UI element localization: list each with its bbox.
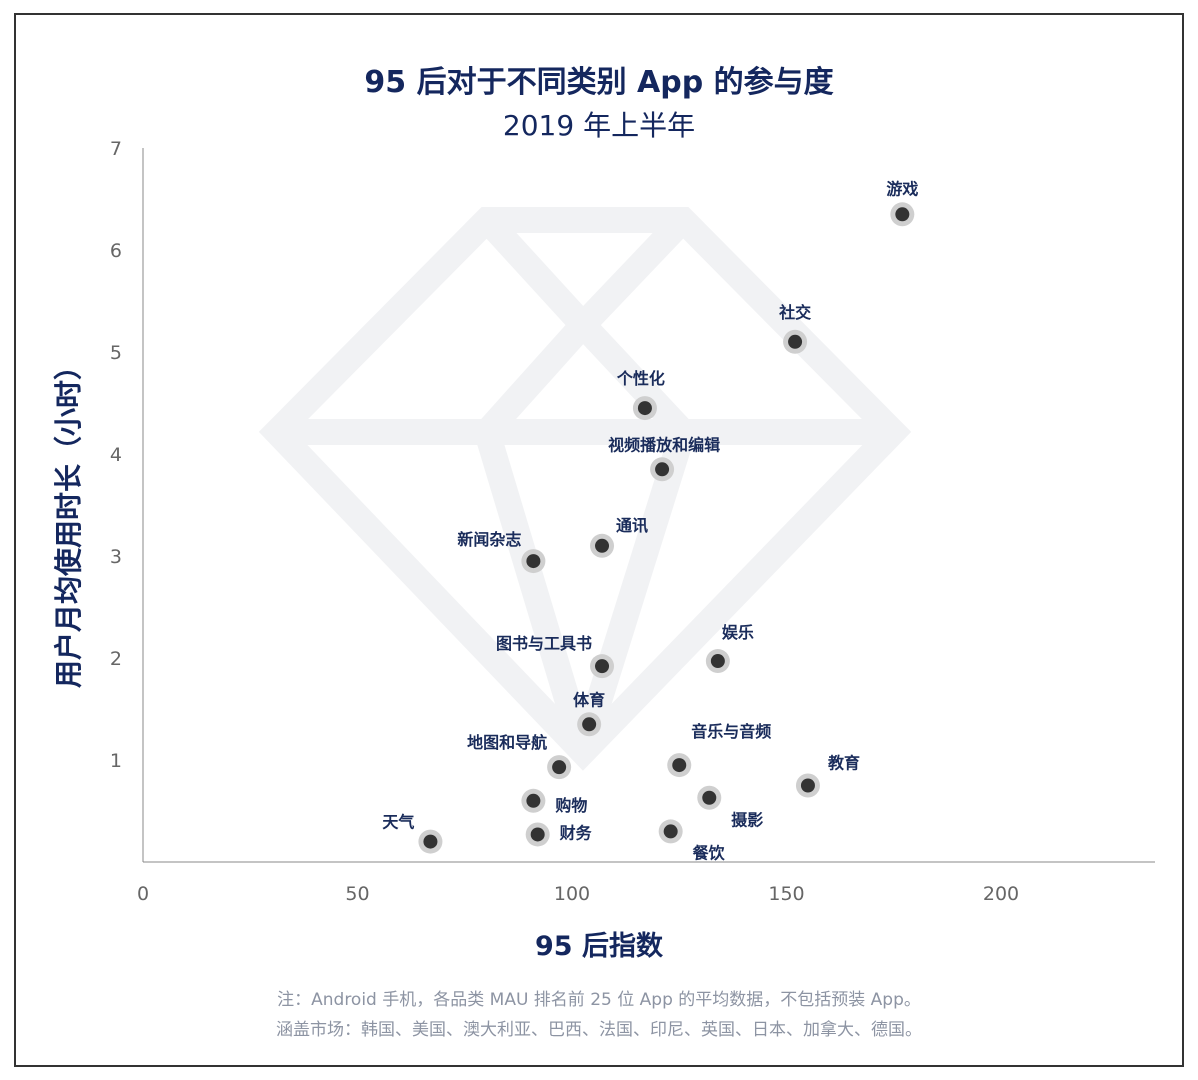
x-tick-label: 100 bbox=[554, 883, 590, 905]
y-tick-label: 6 bbox=[110, 240, 122, 262]
data-point bbox=[582, 717, 597, 732]
data-point bbox=[530, 827, 545, 842]
chart-title: 95 后对于不同类别 App 的参与度 bbox=[364, 65, 834, 100]
point-label: 音乐与音频 bbox=[691, 722, 771, 741]
data-point bbox=[552, 760, 567, 775]
point-label: 个性化 bbox=[616, 369, 665, 388]
y-axis-label: 用户月均使用时长（小时） bbox=[52, 352, 85, 688]
data-point bbox=[526, 554, 541, 569]
footnote-source: 注：Android 手机，各品类 MAU 排名前 25 位 App 的平均数据，… bbox=[277, 990, 921, 1010]
data-point bbox=[655, 462, 670, 477]
y-tick-label: 4 bbox=[110, 444, 122, 466]
y-tick-label: 5 bbox=[110, 342, 122, 364]
point-label: 天气 bbox=[382, 813, 414, 832]
chart-axes bbox=[142, 148, 1155, 863]
point-label: 新闻杂志 bbox=[457, 530, 521, 549]
data-labels: 游戏社交个性化视频播放和编辑通讯新闻杂志娱乐图书与工具书体育音乐与音频地图和导航… bbox=[382, 179, 918, 862]
diamond-watermark-icon bbox=[258, 207, 912, 771]
point-label: 图书与工具书 bbox=[496, 634, 592, 653]
data-points bbox=[418, 202, 915, 854]
data-point bbox=[637, 401, 652, 416]
y-tick-label: 1 bbox=[110, 750, 122, 772]
x-tick-label: 50 bbox=[345, 883, 369, 905]
data-point bbox=[526, 793, 541, 808]
x-tick-label: 0 bbox=[137, 883, 149, 905]
y-tick-label: 3 bbox=[110, 546, 122, 568]
data-point bbox=[672, 758, 687, 773]
data-point bbox=[895, 207, 910, 222]
point-label: 视频播放和编辑 bbox=[608, 435, 720, 454]
chart-subtitle: 2019 年上半年 bbox=[502, 109, 696, 142]
data-point bbox=[710, 654, 725, 669]
point-label: 餐饮 bbox=[692, 843, 726, 862]
point-label: 娱乐 bbox=[722, 623, 754, 642]
point-label: 地图和导航 bbox=[467, 733, 547, 752]
point-label: 财务 bbox=[559, 823, 593, 842]
data-point bbox=[423, 834, 438, 849]
data-point bbox=[702, 790, 717, 805]
point-label: 体育 bbox=[573, 690, 605, 709]
y-tick-labels: 1 2 3 4 5 6 7 bbox=[110, 138, 122, 772]
y-tick-label: 7 bbox=[110, 138, 122, 160]
data-point bbox=[800, 778, 815, 793]
x-tick-labels: 0 50 100 150 200 bbox=[137, 883, 1019, 905]
point-label: 游戏 bbox=[886, 179, 918, 198]
y-tick-label: 2 bbox=[110, 648, 122, 670]
x-tick-label: 200 bbox=[983, 883, 1019, 905]
point-label: 社交 bbox=[778, 303, 811, 322]
data-point bbox=[663, 824, 678, 839]
x-tick-label: 150 bbox=[768, 883, 804, 905]
point-label: 购物 bbox=[555, 796, 587, 815]
x-axis-label: 95 后指数 bbox=[535, 931, 663, 962]
data-point bbox=[788, 334, 803, 349]
footnote-markets: 涵盖市场：韩国、美国、澳大利亚、巴西、法国、印尼、英国、日本、加拿大、德国。 bbox=[276, 1020, 922, 1040]
point-label: 摄影 bbox=[731, 811, 763, 830]
data-point bbox=[595, 659, 610, 674]
data-point bbox=[595, 538, 610, 553]
point-label: 通讯 bbox=[616, 516, 648, 535]
point-label: 教育 bbox=[828, 754, 860, 773]
